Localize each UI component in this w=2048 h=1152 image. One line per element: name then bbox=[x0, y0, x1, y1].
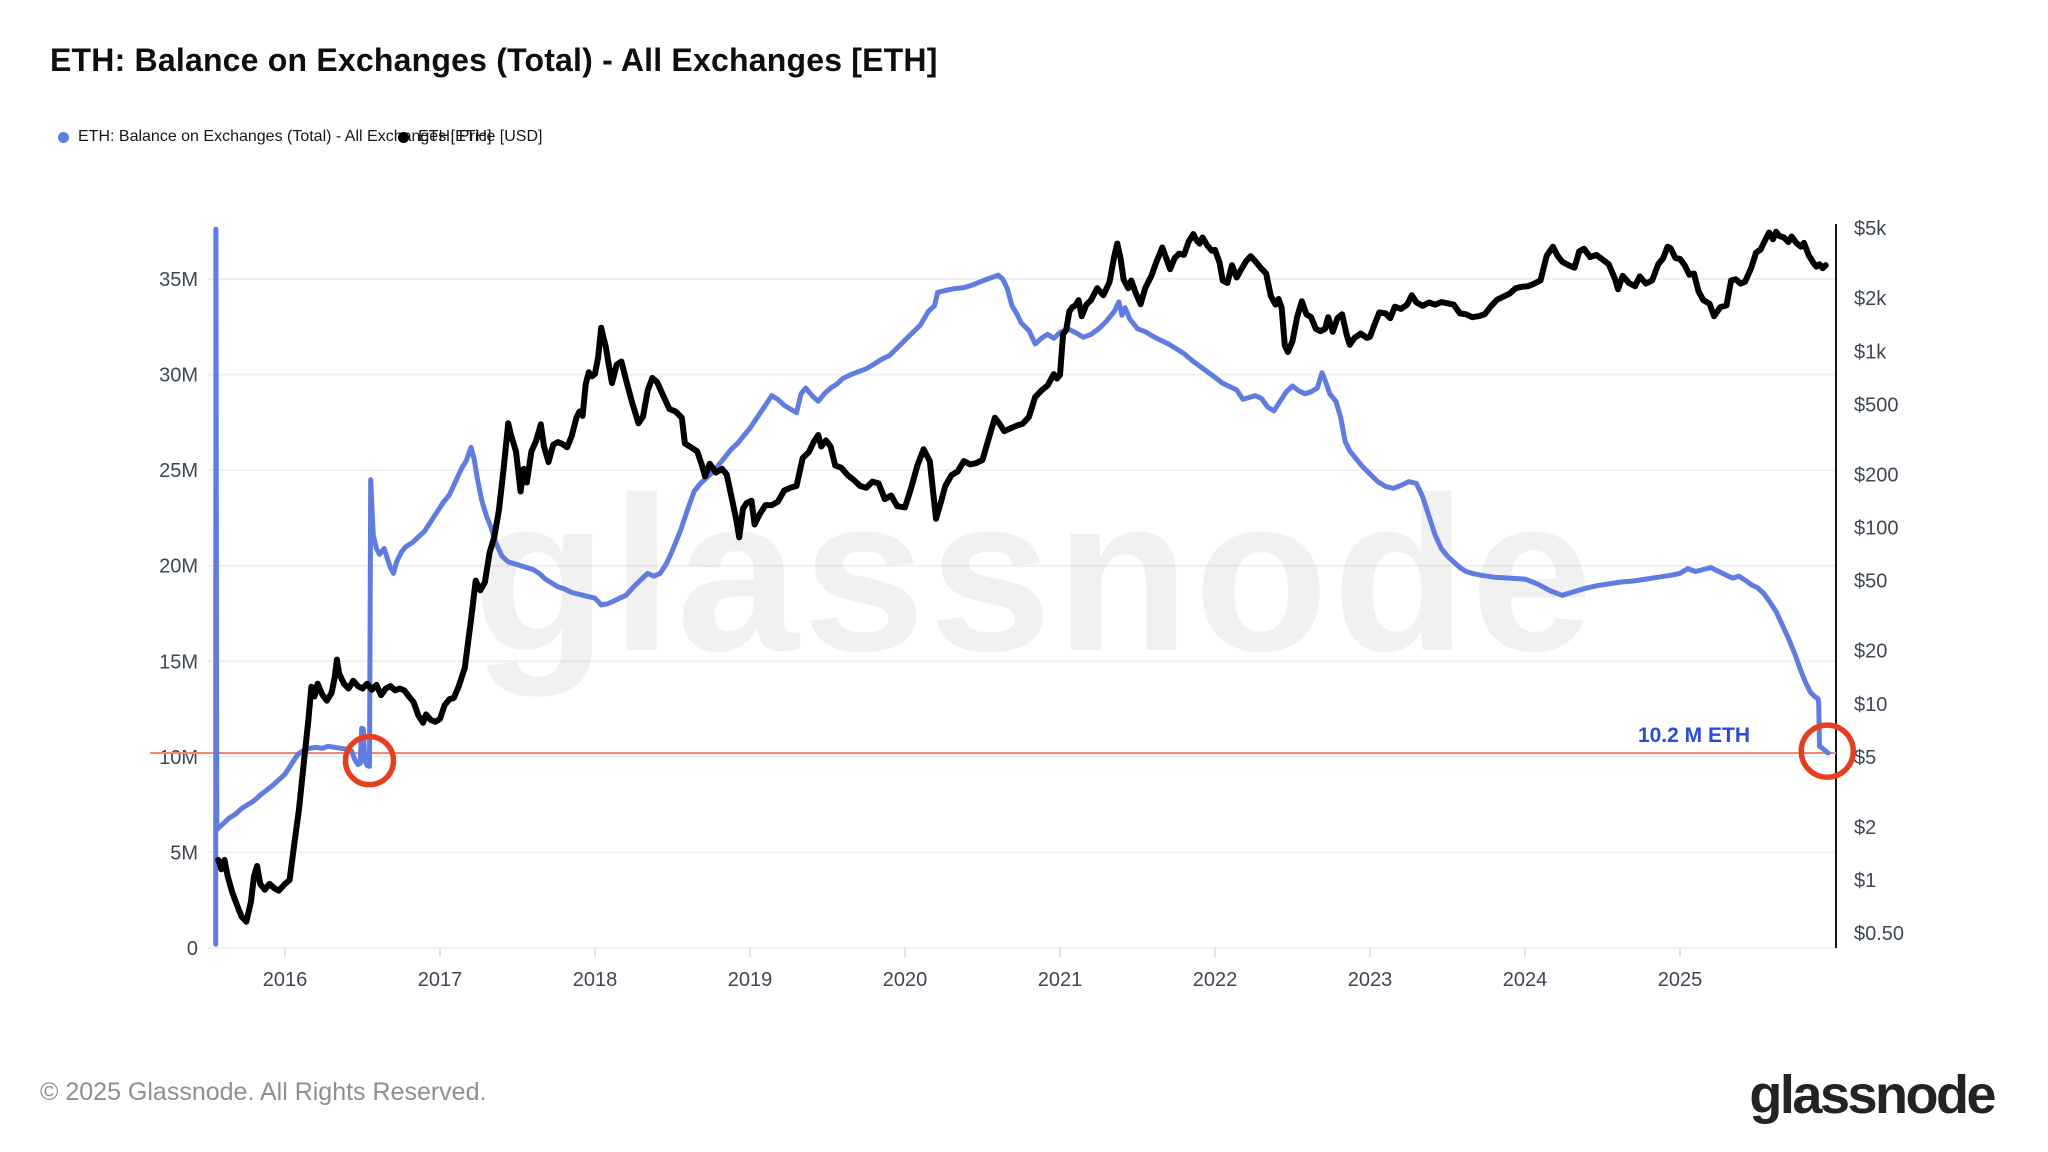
legend-item-price[interactable]: ETH: Price [USD] bbox=[398, 128, 542, 146]
right-axis-label: $1 bbox=[1854, 870, 1876, 892]
price-series-line bbox=[215, 228, 1829, 925]
legend-label-price: ETH: Price [USD] bbox=[418, 128, 543, 145]
x-axis-label: 2017 bbox=[418, 969, 463, 991]
legend-dot-balance-icon bbox=[58, 131, 69, 143]
left-axis-label: 10M bbox=[159, 747, 198, 769]
x-axis-label: 2025 bbox=[1658, 969, 1703, 991]
left-axis-label: 25M bbox=[159, 460, 198, 482]
right-axis-label: $5k bbox=[1854, 218, 1887, 240]
right-axis-label: $20 bbox=[1854, 641, 1887, 663]
right-axis-label: $5 bbox=[1854, 747, 1876, 769]
left-axis-label: 5M bbox=[170, 842, 198, 864]
legend-item-balance[interactable]: ETH: Balance on Exchanges (Total) - All … bbox=[58, 128, 492, 146]
x-axis-label: 2022 bbox=[1193, 969, 1238, 991]
x-axis-label: 2019 bbox=[728, 969, 773, 991]
x-axis-label: 2021 bbox=[1038, 969, 1083, 991]
x-axis-label: 2016 bbox=[263, 969, 308, 991]
right-axis-label: $10 bbox=[1854, 694, 1887, 716]
right-axis-label: $2 bbox=[1854, 817, 1876, 839]
watermark-text: glassnode bbox=[473, 451, 1597, 697]
x-axis-label: 2024 bbox=[1503, 969, 1548, 991]
legend-label-balance: ETH: Balance on Exchanges (Total) - All … bbox=[78, 128, 492, 145]
left-axis-label: 15M bbox=[159, 651, 198, 673]
highlight-circle bbox=[342, 733, 397, 788]
right-axis-label: $50 bbox=[1854, 571, 1887, 593]
right-axis-label: $1k bbox=[1854, 341, 1887, 363]
x-axis-label: 2018 bbox=[573, 969, 618, 991]
copyright-text: © 2025 Glassnode. All Rights Reserved. bbox=[40, 1078, 487, 1106]
x-axis-label: 2023 bbox=[1348, 969, 1393, 991]
right-axis-label: $500 bbox=[1854, 394, 1899, 416]
right-axis-label: $100 bbox=[1854, 518, 1899, 540]
x-axis-label: 2020 bbox=[883, 969, 928, 991]
left-axis-label: 0 bbox=[187, 938, 198, 960]
legend-dot-price-icon bbox=[398, 131, 409, 143]
right-axis-label: $200 bbox=[1854, 464, 1899, 486]
glassnode-logo: glassnode bbox=[1749, 1065, 1996, 1125]
left-axis-label: 35M bbox=[159, 269, 198, 291]
highlight-circle bbox=[1798, 722, 1856, 780]
chart-title: ETH: Balance on Exchanges (Total) - All … bbox=[50, 42, 938, 78]
right-axis-label: $2k bbox=[1854, 288, 1887, 310]
left-axis-label: 30M bbox=[159, 365, 198, 387]
left-axis-label: 20M bbox=[159, 556, 198, 578]
right-axis-label: $0.50 bbox=[1854, 923, 1904, 945]
highlight-annotation: 10.2 M ETH bbox=[1638, 724, 1750, 747]
balance-series-line bbox=[213, 226, 1831, 947]
